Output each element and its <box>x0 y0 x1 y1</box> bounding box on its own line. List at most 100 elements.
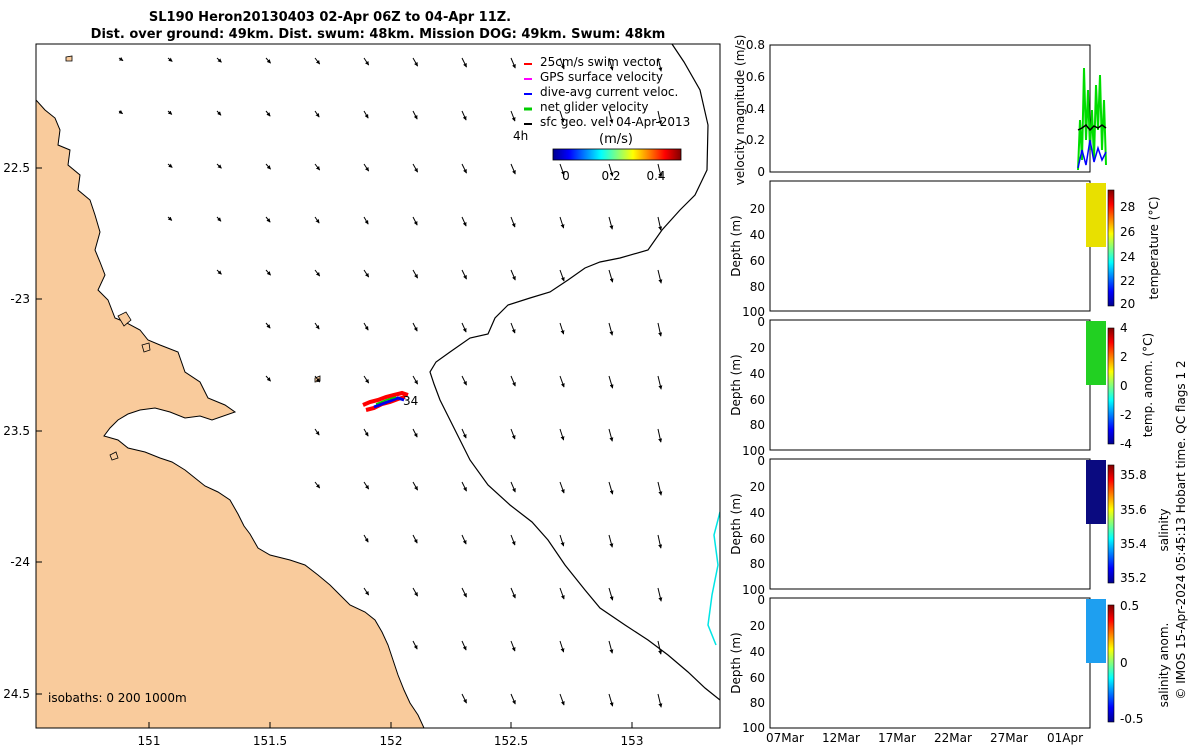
salinity-anomaly-panel: Depth (m) 0 20 40 60 80 100 0.5 0 -0.5 s… <box>729 593 1171 735</box>
current-arrow <box>608 534 614 548</box>
lat-tick-label: -23 <box>10 292 30 306</box>
velocity-ylabel: velocity magnitude (m/s) <box>733 35 747 186</box>
current-arrow <box>118 109 123 115</box>
time-step-label: 4h <box>513 129 528 143</box>
current-arrow <box>461 534 467 545</box>
current-arrow <box>657 640 663 655</box>
current-arrow <box>510 375 516 387</box>
velocity-ytick: 0.6 <box>746 70 765 84</box>
salinity-anomaly-cbar-label: salinity anom. <box>1157 623 1171 708</box>
salinity-cbar-tick: 35.2 <box>1120 571 1147 585</box>
current-arrow <box>363 375 370 384</box>
temp-anomaly-cbar-tick: 2 <box>1120 350 1128 364</box>
current-arrow <box>559 375 565 388</box>
temperature-cbar-tick: 20 <box>1120 297 1135 311</box>
depth-tick: 80 <box>750 280 765 294</box>
current-arrow <box>363 481 370 490</box>
current-arrow <box>608 481 614 495</box>
current-arrow <box>265 110 271 117</box>
current-arrow <box>412 587 419 597</box>
current-arrow <box>608 640 614 654</box>
current-arrow <box>559 57 565 70</box>
current-arrow <box>265 57 271 64</box>
current-arrow <box>608 428 614 442</box>
current-arrow <box>216 269 222 275</box>
current-arrow <box>314 216 320 224</box>
speed-colorbar: (m/s) 0 0.2 0.4 <box>552 132 682 183</box>
colorbar-tick-label: 0 <box>562 169 570 183</box>
current-arrow <box>216 110 222 116</box>
current-arrow <box>657 375 663 390</box>
current-arrow <box>608 587 614 601</box>
temperature-panel: Depth (m) 20 40 60 80 100 28 26 24 22 20… <box>729 180 1161 319</box>
glider-dive-label: 34 <box>403 394 418 408</box>
depth-tick: 80 <box>750 418 765 432</box>
current-arrow <box>461 428 467 439</box>
current-arrow <box>608 57 614 71</box>
depth-tick: 80 <box>750 557 765 571</box>
current-arrow <box>608 110 614 124</box>
lat-tick-label: 22.5 <box>3 161 30 175</box>
temperature-colorbar <box>1107 189 1115 307</box>
depth-tick: 100 <box>742 721 765 735</box>
depth-tick: 100 <box>742 305 765 319</box>
depth-tick: 80 <box>750 696 765 710</box>
current-arrow <box>461 110 467 121</box>
salinity-anomaly-cbar-tick: 0 <box>1120 656 1128 670</box>
current-arrow <box>412 481 419 491</box>
salinity-cbar-tick: 35.4 <box>1120 537 1147 551</box>
lat-tick-label: 23.5 <box>3 424 30 438</box>
depth-tick: 40 <box>750 228 765 242</box>
current-arrow <box>657 57 663 72</box>
current-arrow <box>314 428 320 436</box>
black-velocity-trace <box>1077 123 1107 132</box>
velocity-ytick: 0.4 <box>746 102 765 116</box>
depth-tick: 0 <box>757 315 765 329</box>
current-arrow <box>412 57 419 67</box>
current-arrow <box>510 481 516 493</box>
salinity-ylabel: Depth (m) <box>729 493 743 554</box>
current-arrow <box>559 587 565 600</box>
salinity-anomaly-ylabel: Depth (m) <box>729 632 743 693</box>
current-arrow <box>510 428 516 440</box>
current-arrow <box>412 163 419 173</box>
current-arrow <box>314 375 321 383</box>
current-arrow <box>314 110 320 118</box>
current-arrow <box>510 269 516 281</box>
current-arrow <box>559 216 565 229</box>
depth-tick: 0 <box>757 454 765 468</box>
current-arrow <box>608 375 614 389</box>
salinity-anomaly-cbar-tick: 0.5 <box>1120 599 1139 613</box>
track-net-green <box>375 396 397 405</box>
current-arrow <box>412 216 418 226</box>
lon-tick-label: 152.5 <box>494 734 528 748</box>
legend-item-label: sfc geo. vel. 04-Apr-2013 <box>540 115 690 129</box>
depth-tick: 20 <box>750 480 765 494</box>
current-arrow <box>412 534 418 544</box>
time-tick-label: 27Mar <box>990 731 1028 745</box>
legend-item-label: net glider velocity <box>540 100 648 114</box>
island <box>109 451 119 461</box>
current-arrow <box>167 163 173 168</box>
depth-tick: 20 <box>750 619 765 633</box>
current-arrow <box>461 375 467 386</box>
depth-tick: 20 <box>750 202 765 216</box>
depth-tick: 60 <box>750 671 765 685</box>
depth-tick: 60 <box>750 393 765 407</box>
current-arrow <box>657 110 663 125</box>
depth-tick: 0 <box>757 593 765 607</box>
current-arrow <box>559 163 565 176</box>
current-arrow <box>657 534 663 549</box>
blue-velocity-trace <box>1077 139 1107 169</box>
velocity-panel: velocity magnitude (m/s) 0.8 0.6 0.4 0.2… <box>733 35 1107 186</box>
legend-item-label: dive-avg current veloc. <box>540 85 678 99</box>
current-arrow <box>363 587 370 596</box>
temp-anomaly-cbar-tick: 0 <box>1120 379 1128 393</box>
temp-anomaly-profile-fill <box>1086 321 1106 385</box>
lon-tick-label: 151 <box>138 734 161 748</box>
salinity-profile-fill <box>1086 460 1106 524</box>
current-arrow <box>559 269 565 282</box>
current-arrow <box>461 57 467 68</box>
current-arrow <box>363 428 369 437</box>
